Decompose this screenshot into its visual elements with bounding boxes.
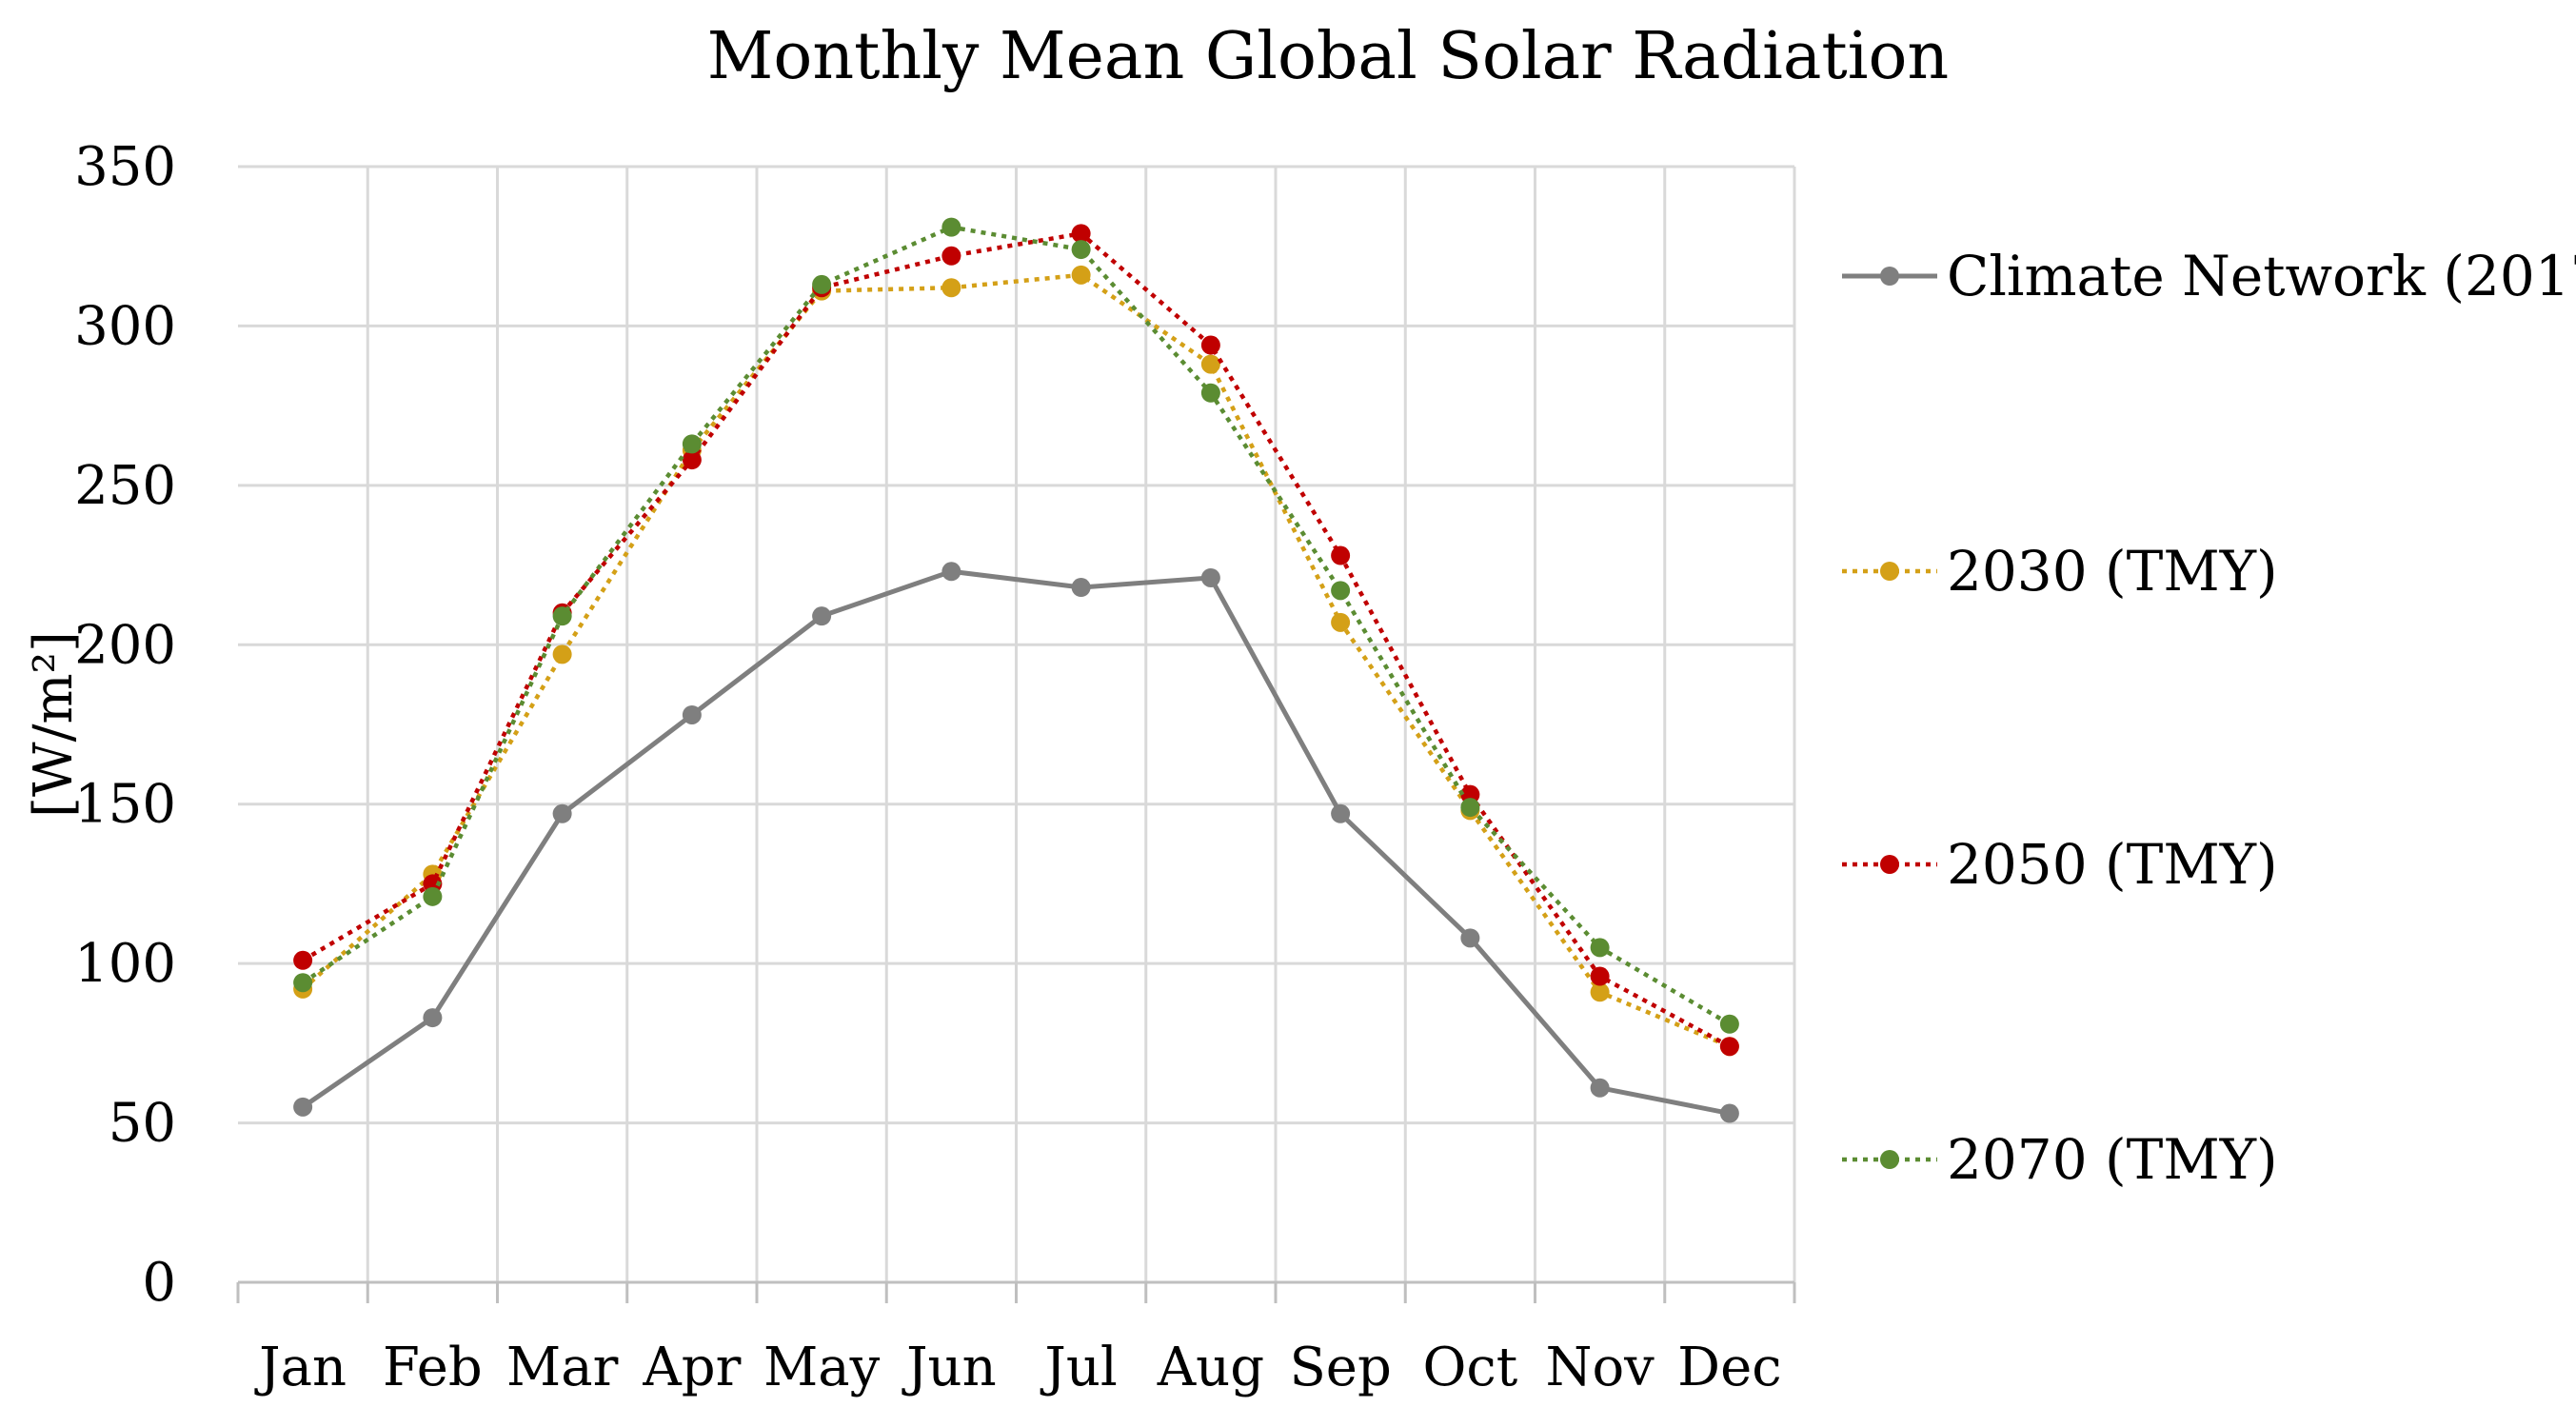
data-point (941, 217, 961, 237)
data-point (423, 1008, 443, 1028)
legend-item-3: 2070 (TMY) (1842, 1127, 2278, 1192)
data-point (682, 450, 702, 470)
legend-marker (1880, 562, 1899, 581)
data-point (1590, 938, 1610, 958)
data-point (941, 246, 961, 266)
legend-marker (1880, 1150, 1899, 1169)
y-tick-label: 150 (74, 774, 176, 836)
series-3 (293, 217, 1739, 1034)
legend-label: 2030 (TMY) (1947, 539, 2278, 604)
x-tick-label: May (763, 1337, 881, 1398)
grid-layer (238, 165, 1796, 1282)
data-point (1200, 335, 1220, 355)
legend: Climate Network (2017) 2030 (TMY) 2050 (TM… (1842, 244, 2576, 1192)
legend-marker (1880, 267, 1899, 286)
data-point (812, 606, 832, 626)
y-tick-label: 200 (74, 614, 176, 676)
data-point (1071, 240, 1091, 260)
data-point (1590, 982, 1610, 1002)
data-point (293, 950, 313, 970)
data-point (682, 704, 702, 724)
data-point (1071, 578, 1091, 598)
series-line (301, 568, 1731, 1116)
x-tick-label: Feb (383, 1337, 483, 1398)
legend-item-2: 2050 (TMY) (1842, 832, 2278, 897)
legend-label: Climate Network (2017) (1947, 244, 2576, 308)
y-tick-label: 350 (74, 136, 176, 198)
data-point (1071, 265, 1091, 285)
x-tick-label: Jul (1040, 1337, 1117, 1398)
series-line (301, 272, 1731, 1049)
x-tick-label: Jun (902, 1337, 997, 1398)
data-point (941, 562, 961, 582)
y-tick-label: 0 (142, 1252, 176, 1314)
axis-layer: 0 50 100 150 200 250 300 350 Jan Feb Mar Apr May Jun J… (23, 136, 1796, 1398)
chart-title: Monthly Mean Global Solar Radiation (707, 19, 1949, 94)
y-tick-label: 300 (74, 295, 176, 357)
data-point (1719, 1103, 1739, 1123)
data-point (1200, 383, 1220, 403)
data-point (423, 886, 443, 906)
data-point (1071, 224, 1091, 244)
data-point (552, 803, 572, 823)
legend-item-1: 2030 (TMY) (1842, 539, 2278, 604)
data-point (1719, 1037, 1739, 1057)
data-point (1460, 798, 1480, 818)
data-point (1331, 545, 1351, 565)
data-point (1331, 581, 1351, 601)
series-line (301, 230, 1731, 1049)
data-point (682, 434, 702, 454)
legend-label: 2070 (TMY) (1947, 1127, 2278, 1192)
data-point (1460, 928, 1480, 948)
y-tick-label: 100 (74, 933, 176, 995)
x-tick-label: Apr (642, 1337, 741, 1398)
data-point (293, 973, 313, 993)
data-point (1719, 1014, 1739, 1034)
legend-label: 2050 (TMY) (1947, 832, 2278, 897)
x-tick-label: Mar (506, 1337, 619, 1398)
data-point (552, 606, 572, 626)
y-tick-label: 50 (109, 1093, 176, 1155)
data-point (552, 644, 572, 664)
data-point (1200, 354, 1220, 374)
y-axis-title: [W/m²] (23, 631, 85, 818)
legend-marker (1880, 855, 1899, 874)
data-point (812, 274, 832, 294)
data-point (1590, 1078, 1610, 1098)
series-line (301, 225, 1732, 1026)
series-0 (293, 562, 1739, 1123)
x-tick-label: Jan (254, 1337, 347, 1398)
x-tick-label: Oct (1422, 1337, 1517, 1398)
legend-item-0: Climate Network (2017) (1842, 244, 2576, 308)
data-point (293, 1097, 313, 1117)
x-tick-label: Sep (1289, 1337, 1391, 1398)
y-tick-label: 250 (74, 455, 176, 517)
x-tick-label: Aug (1157, 1337, 1264, 1398)
series-layer (293, 217, 1739, 1123)
data-point (1331, 803, 1351, 823)
x-tick-label: Nov (1545, 1337, 1655, 1398)
data-point (1200, 567, 1220, 587)
data-point (1590, 966, 1610, 986)
data-point (1331, 612, 1351, 632)
x-tick-label: Dec (1677, 1337, 1781, 1398)
data-point (941, 278, 961, 298)
